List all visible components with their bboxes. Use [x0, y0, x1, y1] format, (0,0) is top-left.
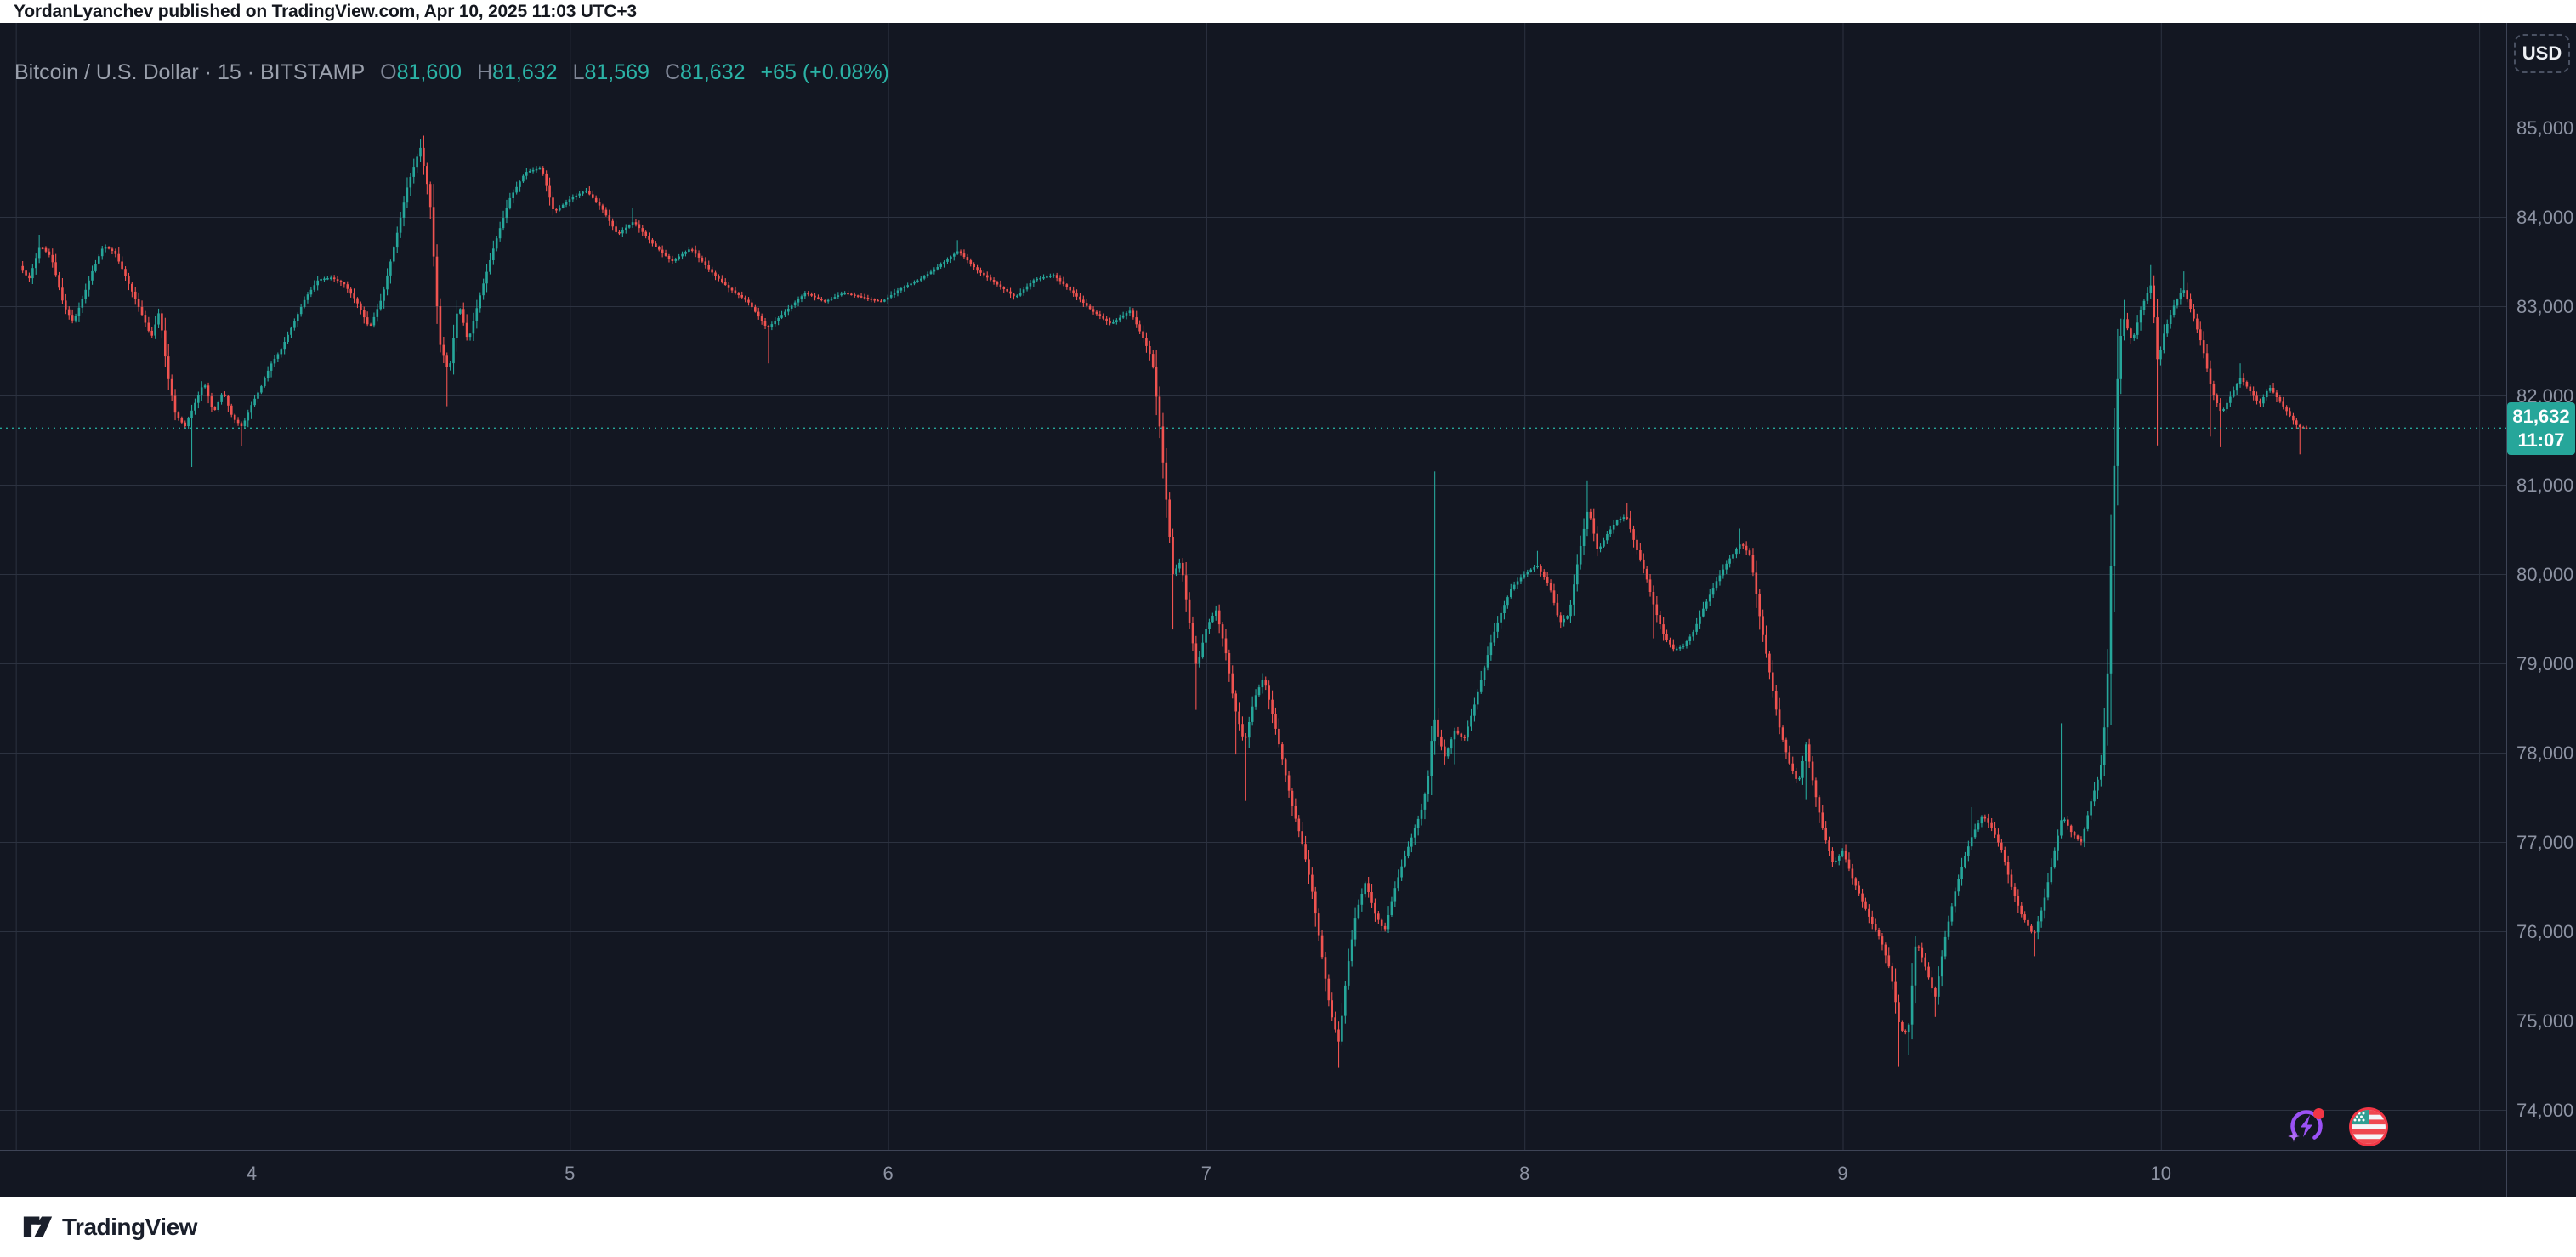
price-axis-label: 78,000: [2516, 742, 2574, 764]
time-axis-label: 7: [1200, 1163, 1212, 1184]
low-label: L: [572, 60, 585, 84]
change-value: +65 (+0.08%): [760, 60, 890, 84]
time-axis[interactable]: 4 5 6 7 8 9 10: [0, 1150, 2506, 1197]
open-value: 81,600: [396, 60, 462, 84]
publish-banner-text: YordanLyanchev published on TradingView.…: [14, 1, 637, 21]
last-price-time: 11:07: [2517, 429, 2565, 451]
symbol-title[interactable]: Bitcoin / U.S. Dollar · 15 · BITSTAMP: [14, 60, 366, 84]
price-axis-label: 79,000: [2516, 653, 2574, 674]
gridlines: [0, 23, 2506, 1150]
price-axis-label: 76,000: [2516, 921, 2574, 942]
price-axis-label: 75,000: [2516, 1010, 2574, 1032]
price-axis[interactable]: USD 81,632 11:07 85,000 84,000 83,000 82,00…: [2506, 23, 2576, 1197]
high-value: 81,632: [492, 60, 558, 84]
time-axis-label: 4: [246, 1163, 258, 1184]
chart-background: [0, 23, 2576, 1197]
currency-toggle-button[interactable]: USD: [2514, 34, 2570, 73]
lightning-bolt-icon: [2301, 1115, 2312, 1137]
ai-spark-icon: [2288, 1108, 2324, 1142]
close-value: 81,632: [680, 60, 746, 84]
tradingview-logo-icon: [23, 1216, 53, 1237]
low-value: 81,569: [584, 60, 650, 84]
brand-text: TradingView: [62, 1213, 197, 1240]
chart-legend: Bitcoin / U.S. Dollar · 15 · BITSTAMP O …: [14, 60, 889, 85]
tradingview-brand[interactable]: TradingView: [22, 1211, 197, 1243]
price-axis-label: 84,000: [2516, 207, 2574, 228]
footer: TradingView: [0, 1197, 2576, 1257]
close-label: C: [664, 60, 681, 84]
candlestick-series[interactable]: [21, 135, 2308, 1068]
price-axis-label: 77,000: [2516, 832, 2574, 853]
time-axis-label: 10: [2150, 1163, 2172, 1184]
last-price-value: 81,632: [2512, 405, 2570, 427]
price-axis-label: 81,000: [2516, 475, 2574, 496]
price-axis-label: 74,000: [2516, 1100, 2574, 1121]
price-axis-label: 80,000: [2516, 564, 2574, 585]
flag-field: [2352, 1110, 2386, 1144]
us-flag-icon: [2349, 1107, 2388, 1146]
price-axis-label: 85,000: [2516, 117, 2574, 139]
sparkle-star-icon: [2288, 1130, 2300, 1142]
notification-dot: [2313, 1108, 2324, 1119]
publish-banner: YordanLyanchev published on TradingView.…: [0, 0, 2576, 23]
price-axis-label: 83,000: [2516, 296, 2574, 317]
spark-circle-arc: [2290, 1110, 2323, 1142]
time-axis-label: 9: [1837, 1163, 1848, 1184]
time-axis-label: 8: [1519, 1163, 1530, 1184]
time-axis-label: 5: [565, 1163, 576, 1184]
open-label: O: [380, 60, 397, 84]
time-axis-label: 6: [882, 1163, 894, 1184]
high-label: H: [477, 60, 493, 84]
last-price-tag: 81,632 11:07: [2507, 401, 2575, 455]
